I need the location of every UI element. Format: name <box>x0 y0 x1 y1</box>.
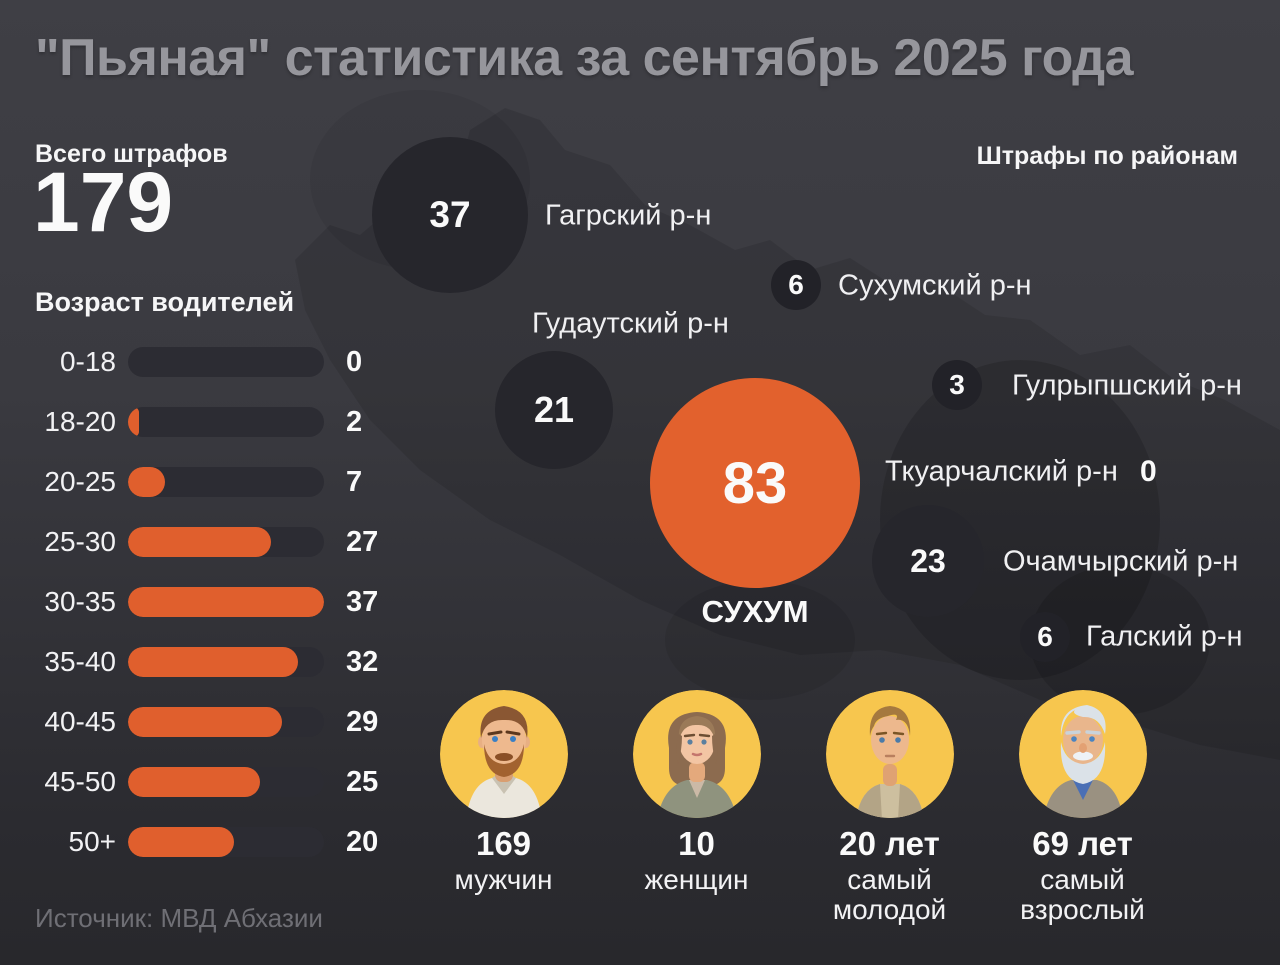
age-bar-fill <box>128 827 234 857</box>
age-bar-row: 30-35 37 <box>30 585 379 618</box>
age-bar-chart: 0-18 0 18-20 2 20-25 7 25-30 27 30-35 37… <box>30 345 379 858</box>
district-bubble-sukhum-city: 83 <box>650 378 860 588</box>
age-bar-label: 20-25 <box>44 466 116 497</box>
district-bubble-ochamchira: 23 <box>872 505 984 617</box>
district-value: 23 <box>910 542 946 579</box>
people-value: 10 <box>678 825 715 862</box>
age-bar-value: 29 <box>346 705 379 738</box>
avatar-youngest-icon <box>825 690 954 818</box>
age-bar-track <box>128 347 324 377</box>
district-label-gali: Галский р-н <box>1086 620 1243 653</box>
avatar-men-icon <box>439 690 568 818</box>
age-bar-label: 35-40 <box>44 646 116 677</box>
avatar-oldest-icon <box>1018 690 1147 818</box>
age-bar-row: 45-50 25 <box>30 765 379 798</box>
age-bar-row: 40-45 29 <box>30 705 379 738</box>
people-card-youngest: 20 лет самый молодой <box>793 690 986 925</box>
page-title: "Пьяная" статистика за сентябрь 2025 год… <box>35 29 1134 87</box>
district-value: 6 <box>1037 621 1053 652</box>
capital-label: СУХУМ <box>701 594 809 629</box>
age-bar-label: 25-30 <box>44 526 116 557</box>
district-value: 3 <box>949 369 965 400</box>
age-bar-track <box>128 647 324 677</box>
district-value-tkuarchal: 0 <box>1140 455 1157 488</box>
age-bar-track <box>128 767 324 797</box>
age-bar-value: 27 <box>346 525 379 558</box>
people-value: 69 лет <box>1032 825 1133 862</box>
age-bar-fill <box>128 407 139 437</box>
age-bar-value: 2 <box>346 405 363 438</box>
district-value: 83 <box>722 450 788 516</box>
age-bar-value: 25 <box>346 765 379 798</box>
age-bar-track <box>128 587 324 617</box>
people-value: 20 лет <box>839 825 940 862</box>
age-bar-fill <box>128 707 282 737</box>
district-bubble-gagra: 37 <box>372 137 528 293</box>
age-bar-fill <box>128 647 298 677</box>
age-bar-track <box>128 707 324 737</box>
district-label-gagra: Гагрский р-н <box>545 199 712 232</box>
age-bar-label: 50+ <box>68 826 117 857</box>
source-note: Источник: МВД Абхазии <box>35 903 323 933</box>
district-label-gudauta: Гудаутский р-н <box>532 307 729 340</box>
age-bar-row: 50+ 20 <box>30 825 379 858</box>
age-bar-track <box>128 827 324 857</box>
people-card-oldest: 69 лет самый взрослый <box>986 690 1179 925</box>
age-bar-track <box>128 467 324 497</box>
district-bubble-sukhumsky: 6 <box>771 260 821 310</box>
age-bar-label: 40-45 <box>44 706 116 737</box>
district-value: 21 <box>533 389 575 430</box>
age-bar-label: 45-50 <box>44 766 116 797</box>
age-bar-fill <box>128 587 324 617</box>
age-bar-label: 0-18 <box>59 346 116 377</box>
district-label-sukhumsky: Сухумский р-н <box>838 269 1032 302</box>
district-label-gulrypsh: Гулрыпшский р-н <box>1012 369 1242 402</box>
people-label: самый молодой <box>832 864 947 925</box>
total-fines-value: 179 <box>33 155 174 249</box>
age-chart-title: Возраст водителей <box>35 287 295 317</box>
age-bar-label: 18-20 <box>44 406 116 437</box>
people-label: женщин <box>644 864 749 895</box>
district-value: 37 <box>429 194 471 235</box>
age-bar-value: 32 <box>346 645 379 678</box>
age-bar-label: 30-35 <box>44 586 116 617</box>
district-bubble-gali: 6 <box>1020 612 1070 662</box>
district-value: 6 <box>788 269 804 300</box>
age-bar-row: 0-18 0 <box>30 345 378 378</box>
avatar-women-icon <box>632 690 761 818</box>
districts-title: Штрафы по районам <box>976 142 1238 170</box>
district-bubble-gudauta: 21 <box>495 351 613 469</box>
district-label-tkuarchal: Ткуарчалский р-н <box>885 455 1118 488</box>
age-bar-fill <box>128 767 261 797</box>
age-bar-value: 7 <box>346 465 363 498</box>
age-bar-value: 20 <box>346 825 379 858</box>
district-bubble-gulrypsh: 3 <box>932 360 982 410</box>
district-label-ochamchira: Очамчырский р-н <box>1003 545 1239 578</box>
age-bar-track <box>128 527 324 557</box>
people-label: мужчин <box>454 864 553 895</box>
total-fines-label: Всего штрафов <box>35 140 228 168</box>
people-summary: 169 мужчин <box>407 690 1179 925</box>
age-bar-fill <box>128 467 166 497</box>
people-card-men: 169 мужчин <box>407 690 600 925</box>
age-bar-value: 37 <box>346 585 379 618</box>
age-bar-row: 25-30 27 <box>30 525 379 558</box>
age-bar-row: 20-25 7 <box>30 465 378 498</box>
people-label: самый взрослый <box>1020 864 1145 925</box>
age-bar-value: 0 <box>346 345 363 378</box>
age-bar-track <box>128 407 324 437</box>
age-bar-row: 18-20 2 <box>30 405 378 438</box>
age-bar-fill <box>128 527 272 557</box>
age-bar-row: 35-40 32 <box>30 645 379 678</box>
people-card-women: 10 женщин <box>600 690 793 925</box>
people-value: 169 <box>475 825 532 862</box>
